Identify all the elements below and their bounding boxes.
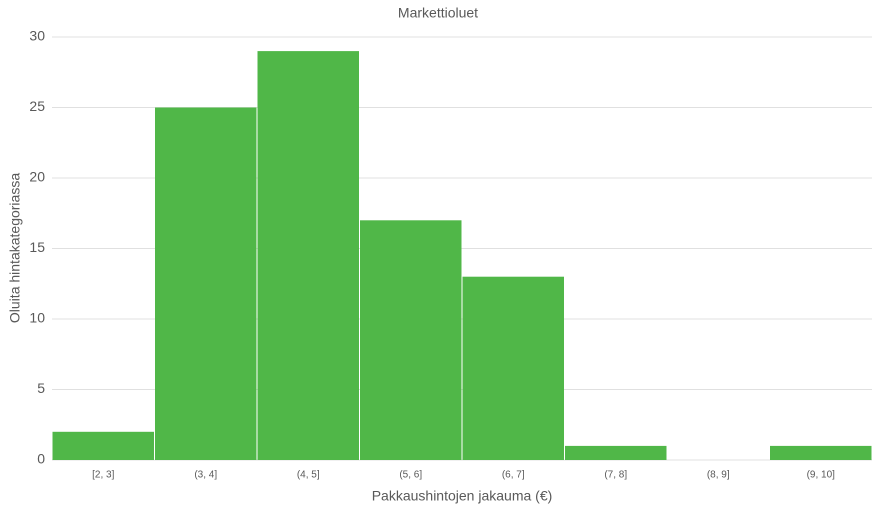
- y-tick-label: 25: [29, 98, 45, 114]
- bar: [257, 51, 359, 460]
- y-tick-label: 0: [37, 451, 45, 467]
- chart-title: Markettioluet: [398, 5, 478, 21]
- x-tick-label: [2, 3]: [92, 470, 114, 481]
- x-tick-label: (3, 4]: [194, 470, 217, 481]
- y-tick-label: 5: [37, 380, 45, 396]
- x-tick-label: (8, 9]: [707, 470, 730, 481]
- x-tick-label: (7, 8]: [604, 470, 627, 481]
- bar: [52, 431, 154, 460]
- bar: [565, 445, 667, 460]
- x-tick-label: (9, 10]: [807, 470, 836, 481]
- x-tick-label: (6, 7]: [502, 470, 525, 481]
- y-tick-label: 20: [29, 169, 45, 185]
- x-axis-label: Pakkaushintojen jakauma (€): [372, 488, 553, 504]
- y-tick-label: 30: [29, 28, 45, 44]
- y-tick-label: 10: [29, 310, 45, 326]
- bar: [155, 107, 257, 460]
- x-tick-label: (5, 6]: [399, 470, 422, 481]
- bar: [360, 220, 462, 460]
- bar: [462, 276, 564, 460]
- bar: [770, 445, 872, 460]
- y-axis-label: Oluita hintakategoriassa: [7, 173, 23, 323]
- y-tick-label: 15: [29, 239, 45, 255]
- x-tick-label: (4, 5]: [297, 470, 320, 481]
